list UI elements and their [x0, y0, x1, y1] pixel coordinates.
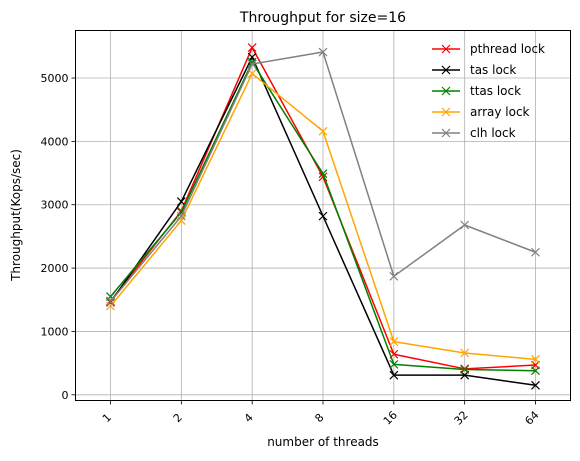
- x-tick-label: 16: [381, 408, 400, 427]
- legend-label: pthread lock: [470, 42, 545, 56]
- data-point-marker: [389, 359, 399, 369]
- data-point-marker: [389, 337, 399, 347]
- x-tick-label: 4: [242, 411, 256, 425]
- data-point-marker: [318, 169, 328, 179]
- data-point-marker: [106, 301, 115, 311]
- legend-item: pthread lock: [432, 42, 545, 56]
- legend: pthread lock tas lock ttas lock array lock c…: [432, 42, 545, 140]
- x-tick-label: 32: [452, 408, 471, 427]
- data-point-marker: [460, 220, 470, 230]
- data-point-marker: [247, 59, 257, 69]
- y-tick-label: 2000: [41, 262, 69, 275]
- x-tick-label: 2: [171, 411, 185, 425]
- data-point-marker: [176, 197, 186, 206]
- data-point-marker: [531, 354, 540, 364]
- data-point-marker: [176, 211, 186, 221]
- chart-title: Throughput for size=16: [239, 10, 406, 26]
- x-tick-label: 64: [522, 408, 541, 427]
- data-point-marker: [531, 247, 540, 257]
- data-point-marker: [389, 271, 399, 281]
- data-point-marker: [389, 370, 399, 380]
- legend-marker: [441, 107, 451, 117]
- legend-label: array lock: [470, 105, 530, 119]
- data-point-marker: [318, 47, 328, 57]
- data-point-marker: [176, 216, 186, 225]
- data-point-marker: [531, 366, 540, 376]
- legend-marker: [441, 44, 451, 54]
- legend-label: ttas lock: [470, 84, 521, 98]
- data-point-marker: [318, 211, 328, 221]
- y-tick-label: 4000: [41, 135, 69, 148]
- y-tick-label: 5000: [41, 72, 69, 85]
- x-axis-label: number of threads: [267, 435, 379, 449]
- y-axis-ticks: 0 1000 2000 3000 4000 5000: [41, 72, 76, 402]
- legend-marker: [441, 128, 451, 138]
- series: [106, 69, 540, 364]
- y-axis-label: Throughput(Kops/sec): [9, 149, 23, 282]
- legend-item: array lock: [432, 105, 530, 119]
- data-point-marker: [531, 380, 540, 390]
- data-point-marker: [247, 43, 257, 53]
- legend-label: clh lock: [470, 126, 516, 140]
- y-tick-label: 3000: [41, 199, 69, 212]
- legend-marker: [441, 65, 451, 75]
- y-tick-label: 0: [62, 389, 69, 402]
- x-tick-label: 8: [312, 411, 326, 425]
- legend-marker: [441, 86, 451, 96]
- series: [106, 47, 540, 307]
- legend-item: ttas lock: [432, 84, 521, 98]
- data-point-marker: [106, 297, 115, 307]
- x-tick-label: 1: [100, 411, 114, 425]
- data-point-marker: [318, 126, 328, 136]
- y-tick-label: 1000: [41, 325, 69, 338]
- series-layer: [106, 43, 540, 390]
- data-point-marker: [460, 348, 470, 358]
- grid: [75, 30, 571, 401]
- legend-item: tas lock: [432, 63, 516, 77]
- x-axis-ticks: 1 2 4 8 16 32 64: [100, 400, 542, 428]
- legend-label: tas lock: [470, 63, 516, 77]
- legend-item: clh lock: [432, 126, 516, 140]
- data-point-marker: [460, 365, 470, 374]
- data-point-marker: [247, 57, 257, 67]
